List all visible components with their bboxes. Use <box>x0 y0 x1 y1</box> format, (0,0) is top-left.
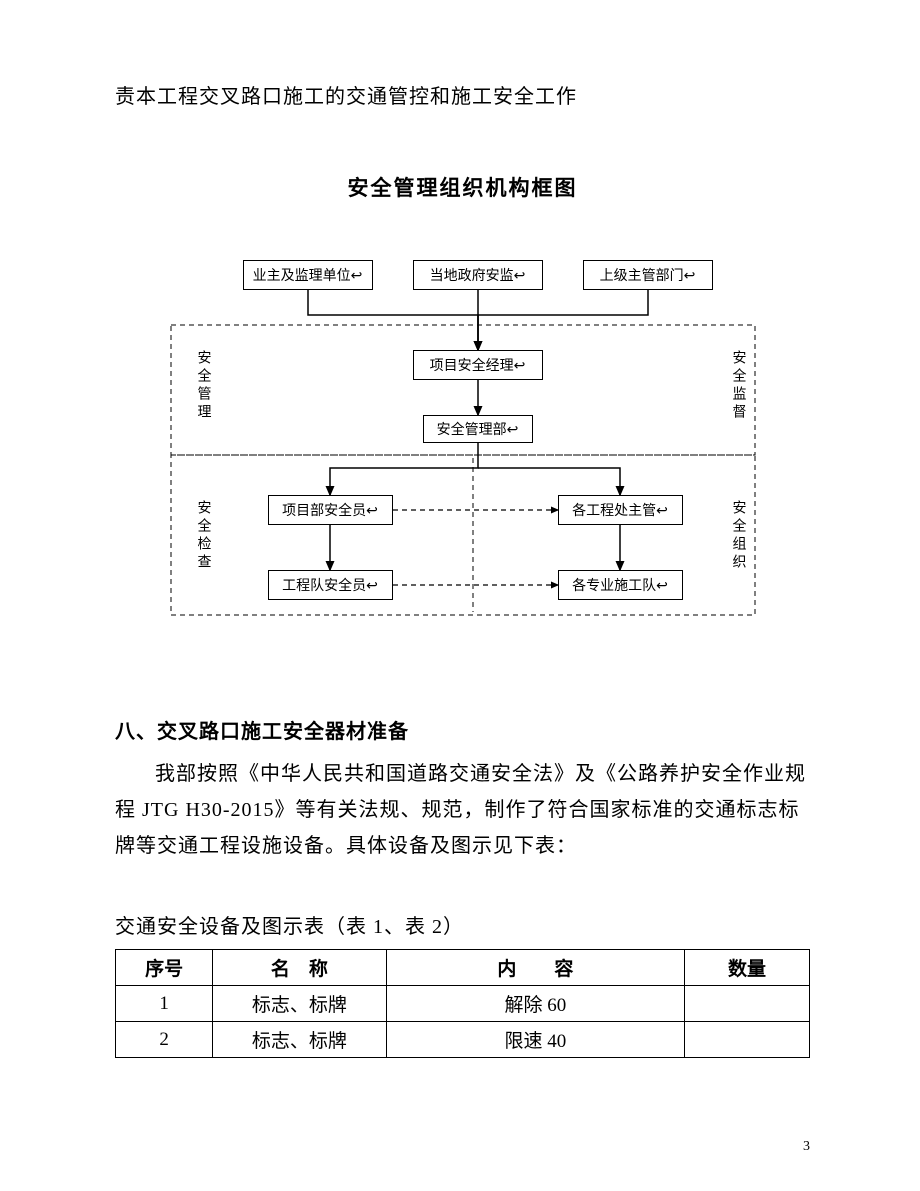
flowchart-region-label: 安全管理 <box>193 350 213 422</box>
table-header-row: 序号名 称内 容数量 <box>116 950 810 986</box>
table-header-cell: 数量 <box>685 950 810 986</box>
flowchart-node: 项目安全经理↩ <box>413 350 543 380</box>
section-8-paragraph: 我部按照《中华人民共和国道路交通安全法》及《公路养护安全作业规程 JTG H30… <box>115 756 810 864</box>
table-cell: 1 <box>116 986 213 1022</box>
flowchart-region-label: 安全检查 <box>193 500 213 572</box>
table-cell: 2 <box>116 1022 213 1058</box>
flowchart-region-label: 安全组织 <box>728 500 748 572</box>
intro-text: 责本工程交叉路口施工的交通管控和施工安全工作 <box>115 80 810 114</box>
table-cell: 限速 40 <box>386 1022 684 1058</box>
flowchart-node: 工程队安全员↩ <box>268 570 393 600</box>
flowchart-node: 上级主管部门↩ <box>583 260 713 290</box>
table-caption: 交通安全设备及图示表（表 1、表 2） <box>115 910 810 939</box>
table-cell <box>685 1022 810 1058</box>
table-cell <box>685 986 810 1022</box>
flowchart-node: 当地政府安监↩ <box>413 260 543 290</box>
table-cell: 解除 60 <box>386 986 684 1022</box>
flowchart-node: 项目部安全员↩ <box>268 495 393 525</box>
org-flowchart: 业主及监理单位↩ 当地政府安监↩ 上级主管部门↩ 项目安全经理↩ 安全管理部↩ 项目部安全… <box>163 250 763 630</box>
table-header-cell: 序号 <box>116 950 213 986</box>
equipment-table: 序号名 称内 容数量 1标志、标牌解除 602标志、标牌限速 40 <box>115 949 810 1058</box>
section-8-heading: 八、交叉路口施工安全器材准备 <box>115 715 810 744</box>
table-row: 1标志、标牌解除 60 <box>116 986 810 1022</box>
table-cell: 标志、标牌 <box>213 1022 387 1058</box>
page-number: 3 <box>803 1139 810 1155</box>
flowchart-node: 各工程处主管↩ <box>558 495 683 525</box>
table-header-cell: 名 称 <box>213 950 387 986</box>
flowchart-region-label: 安全监督 <box>728 350 748 422</box>
flowchart-node: 业主及监理单位↩ <box>243 260 373 290</box>
flowchart-node: 各专业施工队↩ <box>558 570 683 600</box>
flowchart-title: 安全管理组织机构框图 <box>115 172 810 202</box>
table-cell: 标志、标牌 <box>213 986 387 1022</box>
table-row: 2标志、标牌限速 40 <box>116 1022 810 1058</box>
flowchart-node: 安全管理部↩ <box>423 415 533 443</box>
table-header-cell: 内 容 <box>386 950 684 986</box>
